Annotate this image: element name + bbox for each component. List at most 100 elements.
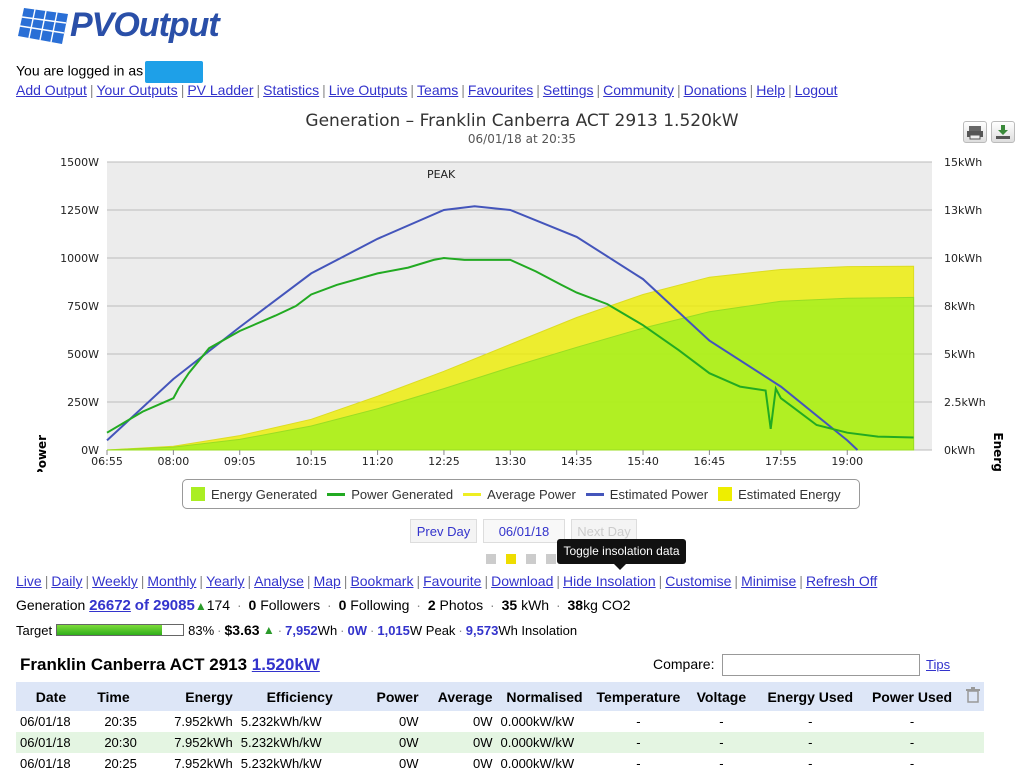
col-header-energy: Energy [140, 682, 237, 711]
nav-your-outputs[interactable]: Your Outputs [96, 82, 178, 98]
current-day-button[interactable]: 06/01/18 [483, 519, 565, 543]
legend-swatch [585, 492, 604, 496]
nav-help[interactable]: Help [756, 82, 786, 98]
view-weekly[interactable]: Weekly [92, 573, 138, 589]
left-tick-label: 0W [81, 444, 99, 457]
energy-wh: 7,952 [285, 622, 318, 638]
view-customise[interactable]: Customise [665, 573, 732, 589]
right-tick-label: 0kWh [944, 444, 975, 457]
download-chart-button[interactable] [991, 121, 1015, 143]
cell-power-used: - [909, 714, 915, 729]
nav-donations[interactable]: Donations [683, 82, 747, 98]
x-tick-label: 08:00 [158, 455, 190, 468]
insolation-toggle-1[interactable] [486, 554, 496, 564]
photos-count: 2 [427, 597, 436, 613]
print-chart-button[interactable] [963, 121, 987, 143]
nav-live-outputs[interactable]: Live Outputs [328, 82, 408, 98]
insolation-toggle-2[interactable] [506, 554, 516, 564]
nav-community[interactable]: Community [603, 82, 674, 98]
download-icon [996, 125, 1010, 139]
target-progress-bar [56, 624, 185, 636]
view-hide-insolation[interactable]: Hide Insolation [563, 573, 656, 589]
up-arrow-icon: ▲ [194, 599, 207, 613]
estimated-power-line [106, 205, 859, 451]
left-tick-label: 1000W [60, 252, 99, 265]
col-header-efficiency: Efficiency [236, 682, 363, 711]
view-bookmark[interactable]: Bookmark [350, 573, 414, 589]
view-favourite[interactable]: Favourite [423, 573, 482, 589]
cell-power: 0W [399, 714, 419, 729]
peak-power: 1,015 [377, 622, 410, 638]
compare-input[interactable] [722, 654, 920, 676]
money-saved: $3.63 [224, 622, 260, 638]
energy-generated-area [106, 296, 915, 451]
insolation-value: 9,573 [465, 622, 499, 638]
insolation-toggle-4[interactable] [546, 554, 556, 564]
output-table: Date Time Energy Efficiency Power Average Norm… [16, 682, 984, 774]
prev-day-button[interactable]: Prev Day [410, 519, 477, 543]
nav-add-output[interactable]: Add Output [16, 82, 87, 98]
table-body: 06/01/18 20:35 7.952kWh 5.232kWh/kW 0W 0W 0.00… [16, 711, 984, 774]
energy-wh-unit: Wh [317, 622, 338, 638]
nav-pv-ladder[interactable]: PV Ladder [187, 82, 254, 98]
nav-favourites[interactable]: Favourites [467, 82, 534, 98]
cell-temperature: - [636, 714, 641, 729]
cell-voltage: - [719, 714, 724, 729]
x-tick-label: 09:05 [224, 455, 256, 468]
cell-temperature: - [636, 756, 641, 771]
col-header-date: Date [16, 682, 86, 711]
nav-teams[interactable]: Teams [417, 82, 459, 98]
view-minimise[interactable]: Minimise [741, 573, 797, 589]
col-header-voltage: Voltage [684, 682, 759, 711]
cell-efficiency: 5.232kWh/kW [240, 714, 322, 729]
system-size-link[interactable]: 1.520kW [251, 655, 320, 674]
generation-chart[interactable]: PEAK 1500W 1250W 1000W 750W 500W 250W 0W 15kWh… [0, 150, 1024, 472]
generation-label: Generation [16, 597, 86, 613]
x-axis-ticks: 06:55 08:00 09:05 10:15 11:20 12:25 13:30 14:35… [91, 450, 863, 468]
left-axis-ticks: 1500W 1250W 1000W 750W 500W 250W 0W [60, 156, 99, 457]
nav-logout[interactable]: Logout [794, 82, 838, 98]
cell-power-used: - [862, 732, 962, 753]
kwh-count: 35 [501, 597, 518, 613]
col-header-normalised: Normalised [496, 682, 593, 711]
peak-label: PEAK [427, 168, 456, 181]
view-navigation: Live | Daily | Weekly | Monthly | Yearly | Analyse… [16, 573, 878, 589]
view-live[interactable]: Live [16, 573, 42, 589]
view-map[interactable]: Map [313, 573, 341, 589]
insolation-tooltip: Toggle insolation data [557, 539, 686, 564]
cell-power: 0W [399, 756, 419, 771]
table-header-row: Date Time Energy Efficiency Power Average Norm… [16, 682, 984, 711]
tips-link[interactable]: Tips [926, 657, 951, 672]
view-monthly[interactable]: Monthly [147, 573, 197, 589]
cell-energy: 7.952kWh [174, 714, 233, 729]
login-text: You are logged in as [16, 62, 144, 79]
view-yearly[interactable]: Yearly [206, 573, 245, 589]
legend-estimated-energy[interactable]: Estimated Energy [718, 487, 841, 502]
legend-power-generated[interactable]: Power Generated [327, 487, 453, 502]
view-daily[interactable]: Daily [51, 573, 83, 589]
pvoutput-logo[interactable]: PVOutput [18, 6, 233, 46]
view-refresh-off[interactable]: Refresh Off [805, 573, 878, 589]
x-tick-label: 15:40 [627, 455, 659, 468]
cell-date: 06/01/18 [16, 732, 86, 753]
col-header-temperature: Temperature [592, 682, 685, 711]
table-row[interactable]: 06/01/18 20:25 7.952kWh 5.232kWh/kW 0W 0W 0.00… [16, 753, 984, 774]
view-analyse[interactable]: Analyse [254, 573, 304, 589]
delete-column-header[interactable] [961, 682, 984, 711]
legend-energy-generated[interactable]: Energy Generated [191, 487, 317, 502]
cell-date: 06/01/18 [20, 756, 71, 771]
cell-time: 20:35 [104, 714, 137, 729]
legend-estimated-power[interactable]: Estimated Power [585, 487, 708, 502]
legend-average-power[interactable]: Average Power [463, 487, 576, 502]
rank-link[interactable]: 26672 [89, 597, 131, 614]
table-row[interactable]: 06/01/18 20:30 7.952kWh 5.232kWh/kW 0W 0W 0.00… [16, 732, 984, 753]
insolation-toggle-3[interactable] [526, 554, 536, 564]
nav-settings[interactable]: Settings [542, 82, 594, 98]
view-download[interactable]: Download [491, 573, 554, 589]
co2-label: kg CO2 [583, 597, 631, 613]
nav-statistics[interactable]: Statistics [263, 82, 320, 98]
legend-swatch [718, 487, 733, 501]
tooltip-arrow [614, 564, 626, 570]
right-axis-label: Energy [991, 432, 1005, 472]
table-row[interactable]: 06/01/18 20:35 7.952kWh 5.232kWh/kW 0W 0W 0.00… [16, 711, 984, 732]
